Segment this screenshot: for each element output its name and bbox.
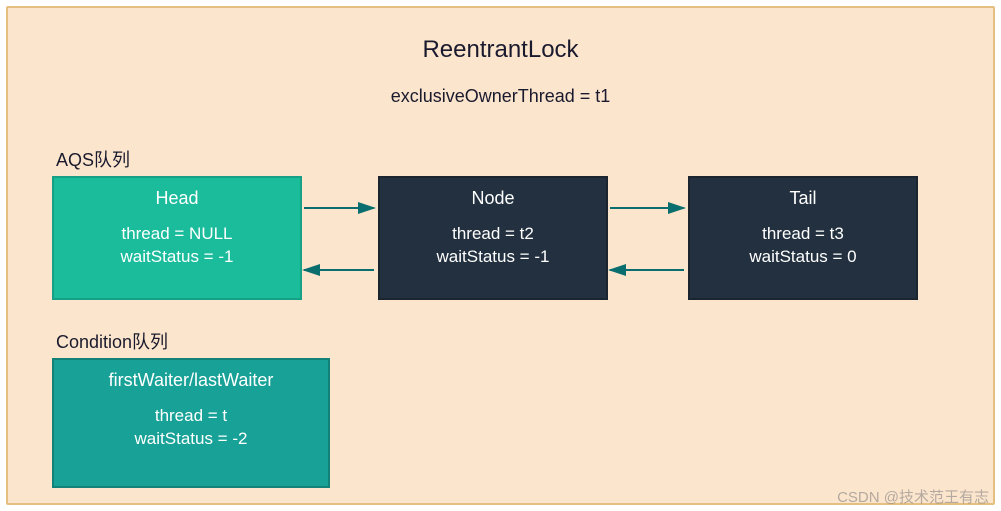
condition-queue-label: Condition队列 [56,328,168,354]
middle-waitstatus: waitStatus = -1 [437,246,550,269]
condition-thread: thread = t [155,405,227,428]
tail-waitstatus: waitStatus = 0 [749,246,856,269]
head-node: Head thread = NULL waitStatus = -1 [52,176,302,300]
condition-waitstatus: waitStatus = -2 [135,428,248,451]
diagram-subtitle: exclusiveOwnerThread = t1 [8,86,993,107]
head-waitstatus: waitStatus = -1 [121,246,234,269]
head-node-title: Head [155,188,198,209]
tail-thread: thread = t3 [762,223,844,246]
tail-node-title: Tail [789,188,816,209]
condition-node-title: firstWaiter/lastWaiter [109,370,274,391]
middle-node-title: Node [471,188,514,209]
middle-thread: thread = t2 [452,223,534,246]
tail-node: Tail thread = t3 waitStatus = 0 [688,176,918,300]
condition-node: firstWaiter/lastWaiter thread = t waitSt… [52,358,330,488]
watermark: CSDN @技术范王有志 [837,486,989,507]
head-thread: thread = NULL [121,223,232,246]
diagram-canvas: ReentrantLock exclusiveOwnerThread = t1 … [6,6,995,505]
aqs-queue-label: AQS队列 [56,146,130,172]
middle-node: Node thread = t2 waitStatus = -1 [378,176,608,300]
diagram-title: ReentrantLock [8,36,993,64]
